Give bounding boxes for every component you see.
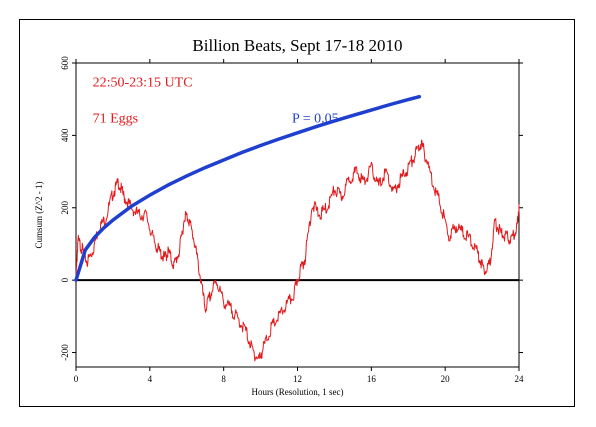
- cumsum-series-line: [75, 139, 520, 362]
- chart-svg: Billion Beats, Sept 17-18 2010 0 4 8 12 16 20…: [34, 36, 524, 397]
- plot-area: [75, 62, 520, 368]
- tick-labels: 0 4 8 12 16 20 24 -200 0 200 400 600: [60, 56, 524, 384]
- x-axis-label: Hours (Resolution, 1 sec): [252, 387, 344, 397]
- x-tick-label: 4: [148, 374, 153, 384]
- x-tick-label: 24: [515, 374, 525, 384]
- x-tick-label: 8: [221, 374, 226, 384]
- x-tick-label: 20: [441, 374, 451, 384]
- eggs-count-label: 71 Eggs: [93, 112, 139, 127]
- probability-envelope-line: [74, 94, 422, 282]
- y-tick-label: 0: [60, 277, 70, 282]
- time-range-label: 22:50-23:15 UTC: [93, 76, 193, 91]
- chart-frame: Billion Beats, Sept 17-18 2010 0 4 8 12 16 20…: [19, 19, 575, 407]
- x-tick-label: 16: [367, 374, 377, 384]
- x-tick-label: 12: [293, 374, 302, 384]
- y-tick-label: 400: [60, 128, 70, 142]
- chart-title: Billion Beats, Sept 17-18 2010: [192, 36, 402, 55]
- y-tick-label: -200: [60, 344, 70, 361]
- axis-ticks: [72, 59, 523, 371]
- y-tick-label: 600: [60, 56, 70, 70]
- p-value-label: P = 0.05: [292, 112, 339, 127]
- y-tick-label: 200: [60, 201, 70, 215]
- y-axis-label: Cumsum (Z^2 - 1): [34, 182, 44, 249]
- x-tick-label: 0: [74, 374, 79, 384]
